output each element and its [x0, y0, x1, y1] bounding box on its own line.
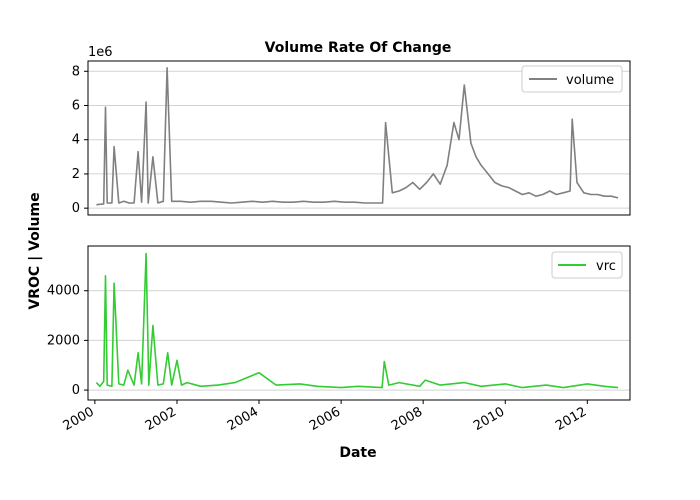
y-axis-label: VROC | Volume: [27, 192, 43, 309]
x-tick-label: 2006: [307, 404, 343, 434]
plot-frame: [87, 60, 631, 216]
x-tick-label: 2010: [471, 404, 507, 434]
offset-text: 1e6: [88, 45, 113, 60]
y-tick-label: 6: [72, 98, 80, 113]
x-tick-label: 2002: [143, 404, 179, 434]
series-line-volume: [96, 67, 619, 206]
x-tick-label: 2004: [225, 404, 261, 434]
legend-vrc-label: vrc: [596, 259, 616, 274]
legend-volume-box: [521, 65, 623, 93]
series-line-vrc: [95, 252, 619, 389]
y-tick-label: 0: [72, 201, 80, 216]
legend-volume-label: volume: [566, 73, 614, 88]
chart-title: Volume Rate Of Change: [265, 40, 452, 56]
y-tick-label: 2000: [47, 333, 80, 348]
plot-frame: [87, 245, 631, 401]
x-tick-label: 2012: [553, 404, 589, 434]
x-tick-label: 2000: [61, 404, 97, 434]
y-tick-label: 2: [72, 167, 80, 182]
x-tick-label: 2008: [389, 404, 425, 434]
y-tick-label: 4: [72, 133, 80, 148]
legend-vrc-box: [551, 251, 623, 279]
legend-volume: volume: [521, 65, 623, 93]
legend-vrc: vrc: [551, 251, 623, 279]
vrc-panel: 0 2000 4000 2000 2002 2004 2006 2008 2010 2012: [47, 245, 631, 434]
y-tick-label: 8: [72, 64, 80, 79]
y-tick-label: 4000: [47, 284, 80, 299]
y-tick-label: 0: [72, 383, 80, 398]
x-axis-label: Date: [339, 445, 376, 461]
